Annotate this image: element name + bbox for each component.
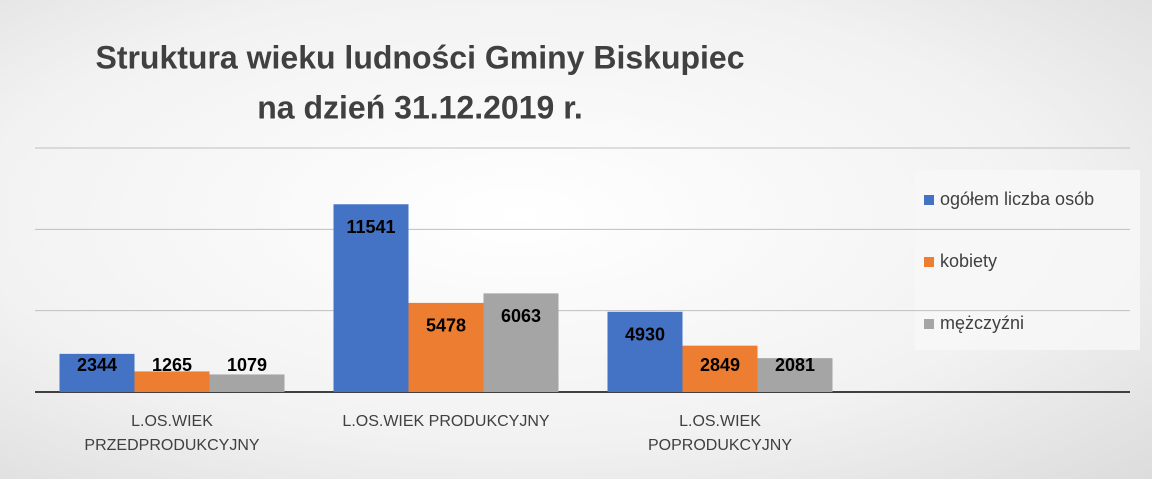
bar [607, 311, 683, 392]
x-tick-label: L.OS.WIEK POPRODUKCYJNY [647, 413, 793, 454]
data-label: 11541 [346, 217, 395, 237]
bar [682, 345, 758, 392]
x-tick-label: L.OS.WIEK PRZEDPRODUKCYJNY [84, 413, 260, 454]
chart-subtitle: na dzień 31.12.2019 r. [257, 89, 583, 125]
data-label: 1079 [227, 355, 267, 375]
bar [333, 204, 409, 392]
bar [408, 302, 484, 392]
data-label: 5478 [426, 316, 466, 336]
bar [483, 293, 559, 392]
bar [757, 358, 833, 392]
legend-label: kobiety [940, 251, 997, 271]
data-label: 2081 [775, 355, 815, 375]
data-label: 2344 [77, 355, 117, 375]
chart-title: Struktura wieku ludności Gminy Biskupiec [95, 39, 744, 75]
x-tick-label: L.OS.WIEK PRODUKCYJNY [342, 413, 550, 430]
bar [134, 371, 210, 392]
legend-swatch [924, 319, 934, 329]
data-label: 2849 [700, 355, 740, 375]
bar [59, 353, 135, 392]
data-label: 4930 [625, 325, 665, 345]
legend-box [915, 170, 1140, 350]
bar [209, 374, 285, 392]
legend-label: ogółem liczba osób [940, 189, 1094, 209]
data-label: 6063 [501, 306, 541, 326]
legend-label: mężczyźni [940, 313, 1024, 333]
legend-swatch [924, 257, 934, 267]
legend-swatch [924, 195, 934, 205]
data-label: 1265 [152, 355, 192, 375]
